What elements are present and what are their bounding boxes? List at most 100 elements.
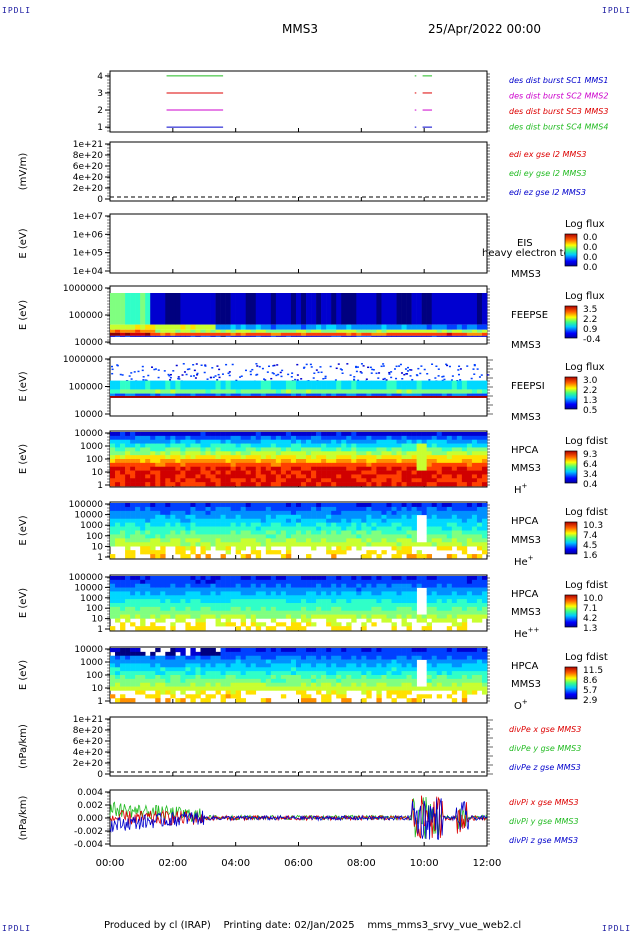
spectrogram-cell: [250, 576, 257, 581]
spectrogram-cell: [371, 462, 377, 468]
spectrogram-cell: [230, 614, 236, 619]
spectrogram-cell: [431, 603, 438, 608]
spectrogram-cell: [356, 335, 362, 337]
spectrogram-cell: [476, 395, 483, 398]
spectrogram-cell: [426, 522, 433, 527]
spectrogram-cell: [336, 503, 342, 508]
spectrogram-cell: [456, 451, 463, 456]
spectrogram-cell: [361, 587, 367, 592]
spectrogram-cell: [120, 335, 126, 337]
spectrogram-cell: [386, 599, 392, 604]
spectrogram-cell: [406, 538, 412, 543]
spectrogram-cell: [130, 622, 136, 627]
spectrogram-cell: [290, 522, 297, 527]
spectrogram-cell: [140, 514, 146, 520]
spectrogram-cell: [371, 329, 377, 333]
spectrogram-cell: [190, 682, 196, 687]
spectrogram-cell: [386, 482, 392, 487]
spectrogram-cell: [376, 538, 382, 543]
spectrogram-cell: [250, 579, 257, 585]
spectrogram-cell: [250, 663, 257, 668]
spectrogram-cell: [346, 332, 352, 336]
spectrogram-cell: [290, 503, 297, 508]
spectrogram-cell: [456, 435, 463, 441]
spectrogram-cell: [441, 526, 448, 531]
spectrogram-cell: [406, 462, 412, 468]
spectrogram-cell: [210, 595, 216, 600]
spectrogram-cell: [461, 591, 468, 596]
spectrogram-cell: [165, 651, 171, 657]
spectrogram-cell: [426, 393, 433, 396]
spectrogram-cell: [220, 474, 226, 479]
spectrogram-cell: [275, 576, 282, 581]
spectrogram-cell: [140, 659, 146, 664]
spectrogram-cell: [270, 675, 277, 680]
spectrogram-cell: [245, 534, 252, 539]
spectrogram-cell: [290, 618, 297, 623]
spectrogram-cell: [431, 435, 438, 441]
footer-line: Produced by cl (IRAP) Printing date: 02/…: [104, 920, 521, 931]
spectrogram-cell: [255, 678, 262, 684]
spectrogram-cell: [125, 554, 131, 559]
spectrogram-cell: [306, 655, 312, 660]
spectrogram-cell: [321, 542, 327, 547]
spectrogram-cell: [360, 363, 363, 365]
spectrogram-cell: [331, 554, 337, 559]
spectrogram-cell: [265, 474, 272, 479]
y-tick-label: 10000: [74, 583, 103, 593]
spectrogram-cell: [346, 435, 352, 441]
spectrogram-cell: [371, 293, 377, 325]
spectrogram-cell: [255, 518, 262, 523]
spectrogram-cell: [220, 462, 226, 468]
spectrogram-cell: [336, 395, 342, 398]
spectrogram-cell: [195, 526, 201, 531]
spectrogram-cell: [240, 447, 247, 452]
spectrogram-cell: [185, 455, 191, 460]
spectrogram-cell: [336, 329, 342, 333]
spectrogram-cell: [210, 686, 216, 691]
spectrogram-cell: [163, 370, 166, 372]
spectrogram-cell: [341, 587, 347, 592]
spectrogram-cell: [155, 380, 161, 390]
spectrogram-cell: [456, 510, 463, 516]
spectrogram-cell: [210, 329, 216, 333]
spectrogram-cell: [145, 542, 151, 547]
spectrogram-cell: [175, 518, 181, 523]
spectrogram-cell: [456, 470, 463, 475]
spectrogram-cell: [145, 435, 151, 441]
spectrogram-cell: [230, 595, 236, 600]
spectrogram-cell: [200, 474, 206, 479]
spectrogram-cell: [311, 455, 317, 460]
spectrogram-cell: [306, 470, 312, 475]
spectrogram-cell: [346, 530, 352, 535]
spectrogram-cell: [346, 651, 352, 657]
spectrogram-cell: [351, 395, 357, 398]
spectrogram-cell: [481, 530, 488, 535]
spectrogram-cell: [275, 622, 282, 627]
spectrogram-cell: [140, 447, 146, 452]
spectrogram-cell: [371, 393, 377, 396]
spectrogram-cell: [140, 538, 146, 543]
spectrogram-cell: [260, 542, 267, 547]
spectrogram-cell: [260, 603, 267, 608]
spectrogram-cell: [160, 583, 166, 588]
spectrogram-cell: [391, 626, 397, 631]
spectrogram-cell: [411, 595, 417, 600]
spectrogram-cell: [356, 451, 362, 456]
spectrogram-cell: [421, 447, 427, 452]
spectrogram-cell: [130, 667, 136, 672]
spectrogram-cell: [321, 675, 327, 680]
spectrogram-cell: [240, 526, 247, 531]
spectrogram-cell: [110, 514, 116, 520]
colorbar-title: Log fdist: [565, 436, 608, 447]
spectrogram-cell: [456, 599, 463, 604]
spectrogram-cell: [391, 579, 397, 585]
spectrogram-cell: [476, 522, 483, 527]
spectrogram-cell: [125, 603, 131, 608]
spectrogram-cell: [230, 478, 236, 483]
spectrogram-cell: [426, 603, 433, 608]
panel-p8: E (eV)110100100010000100000HPCAMMS3He++L…: [18, 573, 608, 640]
spectrogram-cell: [431, 443, 438, 448]
spectrogram-cell: [185, 373, 188, 376]
spectrogram-cell: [270, 591, 277, 596]
